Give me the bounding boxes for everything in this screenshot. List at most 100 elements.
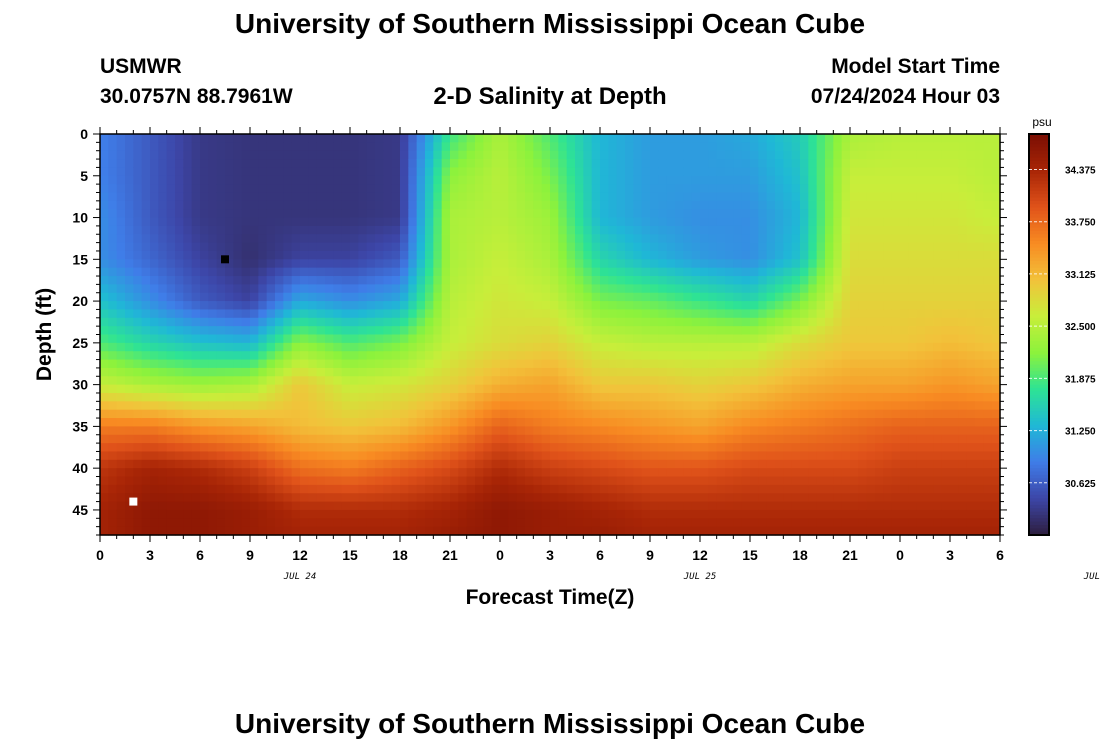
- heatmap-cell: [400, 451, 409, 461]
- heatmap-cell: [158, 301, 168, 311]
- heatmap-cell: [825, 334, 834, 344]
- heatmap-cell: [916, 434, 926, 444]
- heatmap-cell: [933, 351, 943, 361]
- heatmap-cell: [300, 443, 309, 453]
- heatmap-cell: [875, 342, 884, 352]
- heatmap-cell: [483, 184, 493, 194]
- heatmap-cell: [741, 142, 751, 152]
- heatmap-cell: [866, 184, 876, 194]
- heatmap-cell: [175, 142, 184, 152]
- heatmap-cell: [950, 426, 959, 436]
- heatmap-cell: [791, 459, 801, 469]
- heatmap-cell: [125, 484, 134, 494]
- heatmap-cell: [316, 317, 326, 327]
- heatmap-cell: [933, 426, 943, 436]
- heatmap-cell: [208, 267, 218, 277]
- heatmap-cell: [458, 509, 468, 519]
- heatmap-cell: [908, 292, 918, 302]
- heatmap-cell: [741, 267, 751, 277]
- heatmap-cell: [591, 301, 601, 311]
- heatmap-cell: [858, 326, 868, 336]
- heatmap-cell: [316, 134, 326, 143]
- heatmap-cell: [116, 434, 126, 444]
- heatmap-cell: [850, 459, 859, 469]
- heatmap-cell: [116, 384, 126, 394]
- heatmap-cell: [625, 200, 634, 210]
- heatmap-cell: [100, 468, 109, 478]
- heatmap-cell: [300, 309, 309, 319]
- heatmap-cell: [683, 150, 693, 160]
- heatmap-cell: [791, 392, 801, 402]
- heatmap-cell: [733, 250, 743, 260]
- heatmap-cell: [875, 476, 884, 486]
- heatmap-cell: [750, 276, 759, 285]
- heatmap-cell: [441, 434, 451, 444]
- heatmap-cell: [100, 334, 109, 344]
- heatmap-cell: [116, 225, 126, 235]
- heatmap-cell: [775, 242, 784, 252]
- heatmap-cell: [541, 167, 551, 177]
- heatmap-cell: [475, 401, 484, 411]
- heatmap-cell: [458, 334, 468, 344]
- heatmap-cell: [233, 159, 243, 169]
- heatmap-cell: [750, 250, 759, 260]
- heatmap-cell: [316, 418, 326, 427]
- heatmap-cell: [741, 426, 751, 436]
- heatmap-cell: [175, 200, 184, 210]
- heatmap-cell: [266, 217, 276, 227]
- heatmap-cell: [633, 292, 643, 302]
- heatmap-cell: [591, 392, 601, 402]
- heatmap-cell: [950, 384, 959, 394]
- heatmap-cell: [141, 184, 151, 194]
- heatmap-cell: [850, 443, 859, 453]
- heatmap-cell: [275, 443, 284, 453]
- heatmap-cell: [775, 376, 784, 386]
- heatmap-cell: [641, 276, 651, 285]
- heatmap-cell: [791, 443, 801, 453]
- heatmap-cell: [408, 242, 418, 252]
- heatmap-cell: [416, 434, 426, 444]
- heatmap-cell: [508, 401, 518, 411]
- heatmap-cell: [200, 526, 209, 536]
- heatmap-cell: [608, 284, 618, 294]
- heatmap-cell: [916, 459, 926, 469]
- heatmap-cell: [366, 484, 376, 494]
- heatmap-cell: [125, 501, 134, 511]
- heatmap-cell: [191, 167, 201, 177]
- heatmap-cell: [575, 493, 584, 503]
- heatmap-cell: [250, 351, 259, 361]
- heatmap-cell: [516, 518, 526, 528]
- heatmap-cell: [891, 134, 901, 143]
- heatmap-cell: [333, 259, 343, 269]
- heatmap-cell: [875, 501, 884, 511]
- heatmap-cell: [875, 301, 884, 311]
- heatmap-cell: [566, 250, 576, 260]
- heatmap-cell: [233, 217, 243, 227]
- heatmap-cell: [266, 526, 276, 536]
- heatmap-cell: [558, 351, 568, 361]
- heatmap-cell: [833, 301, 843, 311]
- heatmap-cell: [616, 292, 626, 302]
- heatmap-cell: [133, 484, 143, 494]
- heatmap-cell: [233, 184, 243, 194]
- heatmap-cell: [391, 443, 401, 453]
- heatmap-cell: [266, 443, 276, 453]
- heatmap-cell: [600, 200, 609, 210]
- heatmap-cell: [941, 192, 951, 202]
- heatmap-cell: [766, 175, 776, 185]
- heatmap-cell: [416, 326, 426, 336]
- heatmap-cell: [200, 334, 209, 344]
- heatmap-cell: [533, 276, 543, 285]
- heatmap-cell: [483, 384, 493, 394]
- heatmap-cell: [141, 493, 151, 503]
- heatmap-cell: [233, 493, 243, 503]
- heatmap-cell: [316, 392, 326, 402]
- heatmap-cell: [466, 376, 476, 386]
- heatmap-cell: [283, 150, 293, 160]
- heatmap-cell: [366, 309, 376, 319]
- heatmap-cell: [691, 426, 701, 436]
- heatmap-cell: [641, 451, 651, 461]
- heatmap-cell: [783, 484, 793, 494]
- heatmap-cell: [875, 292, 884, 302]
- heatmap-cell: [466, 342, 476, 352]
